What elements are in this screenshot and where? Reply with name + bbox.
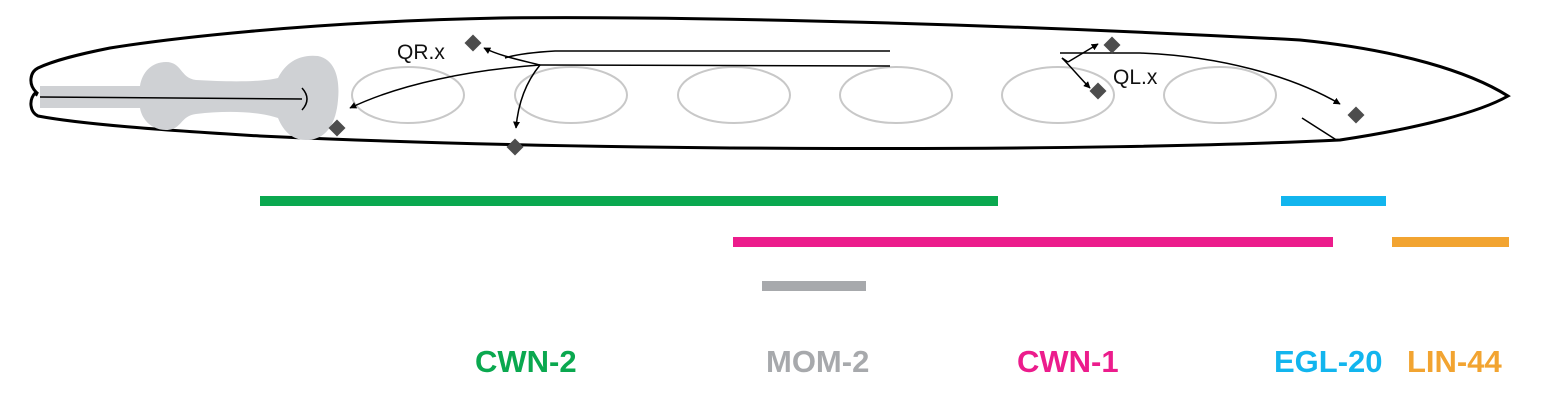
worm-body-outline xyxy=(29,16,1511,151)
ql-descendant-marker xyxy=(1347,106,1365,124)
wnt-expression-bars xyxy=(260,196,1509,291)
pharynx-lumen xyxy=(39,96,303,100)
pharynx xyxy=(39,55,339,140)
nucleus xyxy=(839,66,953,124)
ql-arrow-up xyxy=(1067,43,1099,63)
qr-arrow-anterior xyxy=(349,64,541,109)
qr-arrow-up xyxy=(483,47,541,66)
rectum-line xyxy=(1301,117,1339,142)
ql-descendant-marker xyxy=(1089,82,1107,100)
qr-track-lower xyxy=(539,64,891,67)
nucleus xyxy=(1001,66,1115,124)
qr-label: QR.x xyxy=(397,41,445,64)
qr-track xyxy=(504,50,890,59)
nucleus xyxy=(677,66,791,124)
worm-body xyxy=(29,16,1511,151)
cwn1-label: CWN-1 xyxy=(1017,344,1119,379)
qr-descendant-marker xyxy=(464,34,482,52)
ql-arrow-down xyxy=(1061,57,1091,89)
cwn2-label: CWN-2 xyxy=(475,344,577,379)
nucleus xyxy=(514,66,628,124)
lin44-label: LIN-44 xyxy=(1407,344,1503,379)
qr-descendant-marker xyxy=(506,138,524,156)
qr-lineage: QR.x xyxy=(328,34,891,156)
pharynx-bulb-lumen xyxy=(301,87,308,111)
qr-descendant-marker xyxy=(328,119,346,137)
ql-descendant-marker xyxy=(1103,36,1121,54)
qr-arrow-down xyxy=(513,64,541,129)
egl20-label: EGL-20 xyxy=(1274,344,1383,379)
ql-label: QL.x xyxy=(1113,66,1158,89)
mom2-label: MOM-2 xyxy=(766,344,869,379)
nucleus xyxy=(351,66,465,124)
wnt-labels: CWN-2 MOM-2 CWN-1 EGL-20 LIN-44 xyxy=(475,344,1503,379)
nucleus xyxy=(1163,66,1277,124)
seam-nuclei xyxy=(351,66,1277,124)
mouth-indent xyxy=(35,91,39,97)
ql-track xyxy=(1060,52,1341,105)
